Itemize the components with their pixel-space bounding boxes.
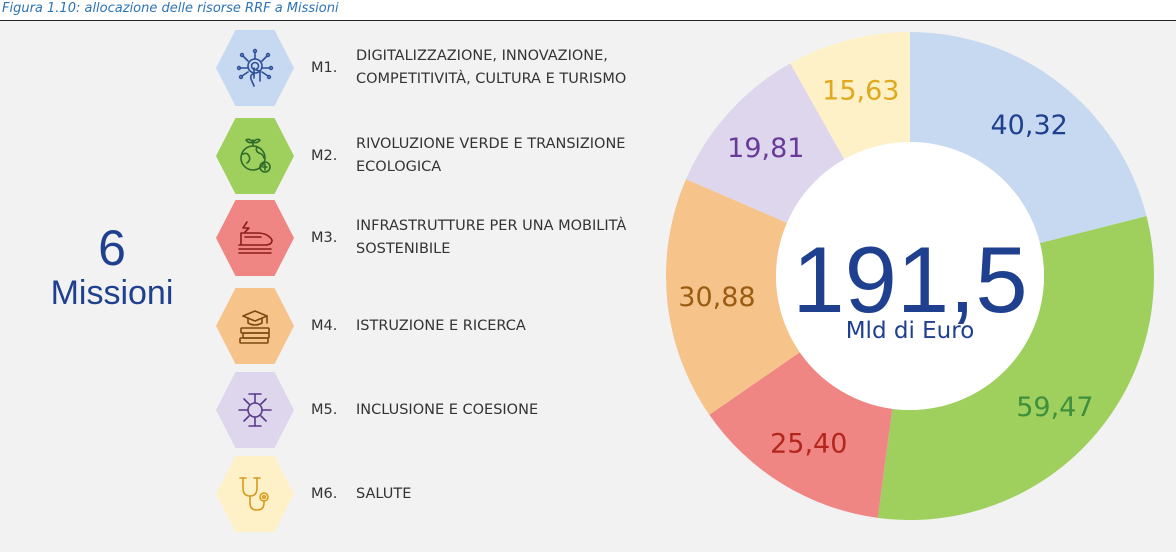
mission-hexagon-m3 [216, 200, 294, 276]
graduation-books-icon [239, 310, 270, 344]
mission-count: 6 Missioni [22, 222, 202, 312]
joined-hands-icon [238, 393, 272, 427]
slice-labels: 40,32 59,47 25,40 30,88 19,81 15,63 [678, 75, 1093, 459]
mission-hexagon-m4 [216, 288, 294, 364]
mission-row-m5: M5. INCLUSIONE E COESIONE [216, 372, 696, 448]
figure-caption: Figura 1.10: allocazione delle risorse R… [2, 1, 339, 16]
mission-code: M6. [311, 485, 338, 502]
donut-slices [666, 31, 1154, 521]
mission-label: INFRASTRUTTURE PER UNA MOBILITÀ SOSTENIB… [356, 218, 627, 257]
train-icon [238, 221, 273, 254]
mission-row-m3: M3. INFRASTRUTTURE PER UNA MOBILITÀ SOST… [216, 200, 696, 276]
mission-label: DIGITALIZZAZIONE, INNOVAZIONE, COMPETITI… [356, 48, 627, 87]
mission-text-m4: M4. ISTRUZIONE E RICERCA [311, 288, 701, 364]
mission-count-number: 6 [98, 220, 126, 276]
slice-value-label-m2: 59,47 [1016, 392, 1093, 423]
mission-label: INCLUSIONE E COESIONE [356, 401, 539, 418]
mission-hexagon-m6 [216, 456, 294, 532]
mission-hexagon-m2 [216, 118, 294, 194]
mission-row-m2: M2. RIVOLUZIONE VERDE E TRANSIZIONE ECOL… [216, 118, 696, 194]
donut-slice-m4 [666, 179, 800, 415]
donut-slice-m2 [877, 216, 1154, 521]
green-globe-icon [240, 138, 271, 173]
mission-text-m6: M6. SALUTE [311, 456, 701, 532]
mission-hexagon-m1 [216, 30, 294, 106]
donut-center-hole [776, 142, 1044, 410]
slice-value-label-m4: 30,88 [678, 282, 755, 313]
total-unit-label: Mld di Euro [846, 318, 975, 344]
donut-slice-m3 [709, 352, 893, 518]
mission-code: M3. [311, 229, 338, 246]
stethoscope-icon [239, 477, 269, 511]
mission-row-m1: M1. DIGITALIZZAZIONE, INNOVAZIONE, COMPE… [216, 30, 696, 106]
mission-hexagon-m5 [216, 372, 294, 448]
donut-slice-m1 [910, 32, 1147, 244]
mission-text-m1: M1. DIGITALIZZAZIONE, INNOVAZIONE, COMPE… [311, 30, 701, 106]
slice-value-label-m6: 15,63 [822, 75, 899, 106]
mission-text-m3: M3. INFRASTRUTTURE PER UNA MOBILITÀ SOST… [311, 200, 701, 276]
mission-row-m6: M6. SALUTE [216, 456, 696, 532]
digital-hand-icon [236, 48, 274, 87]
mission-text-m5: M5. INCLUSIONE E COESIONE [311, 372, 701, 448]
caption-bar: Figura 1.10: allocazione delle risorse R… [0, 0, 1176, 21]
donut-slice-m5 [686, 63, 845, 223]
mission-count-word: Missioni [50, 274, 174, 312]
mission-code: M2. [311, 147, 338, 164]
mission-code: M1. [311, 59, 338, 76]
total-value: 191,5 [792, 227, 1027, 332]
mission-label: RIVOLUZIONE VERDE E TRANSIZIONE ECOLOGIC… [356, 136, 626, 175]
mission-row-m4: M4. ISTRUZIONE E RICERCA [216, 288, 696, 364]
slice-value-label-m1: 40,32 [991, 110, 1068, 141]
donut-chart: 191,5 Mld di Euro 40,32 59,47 25,40 30,88 19… [666, 31, 1154, 521]
slice-value-label-m5: 19,81 [727, 133, 804, 164]
donut-slice-m6 [790, 31, 910, 160]
mission-label: ISTRUZIONE E RICERCA [356, 317, 526, 334]
mission-label: SALUTE [356, 485, 412, 502]
mission-code: M4. [311, 317, 338, 334]
slice-value-label-m3: 25,40 [770, 428, 847, 459]
mission-code: M5. [311, 401, 338, 418]
mission-text-m2: M2. RIVOLUZIONE VERDE E TRANSIZIONE ECOL… [311, 118, 701, 194]
